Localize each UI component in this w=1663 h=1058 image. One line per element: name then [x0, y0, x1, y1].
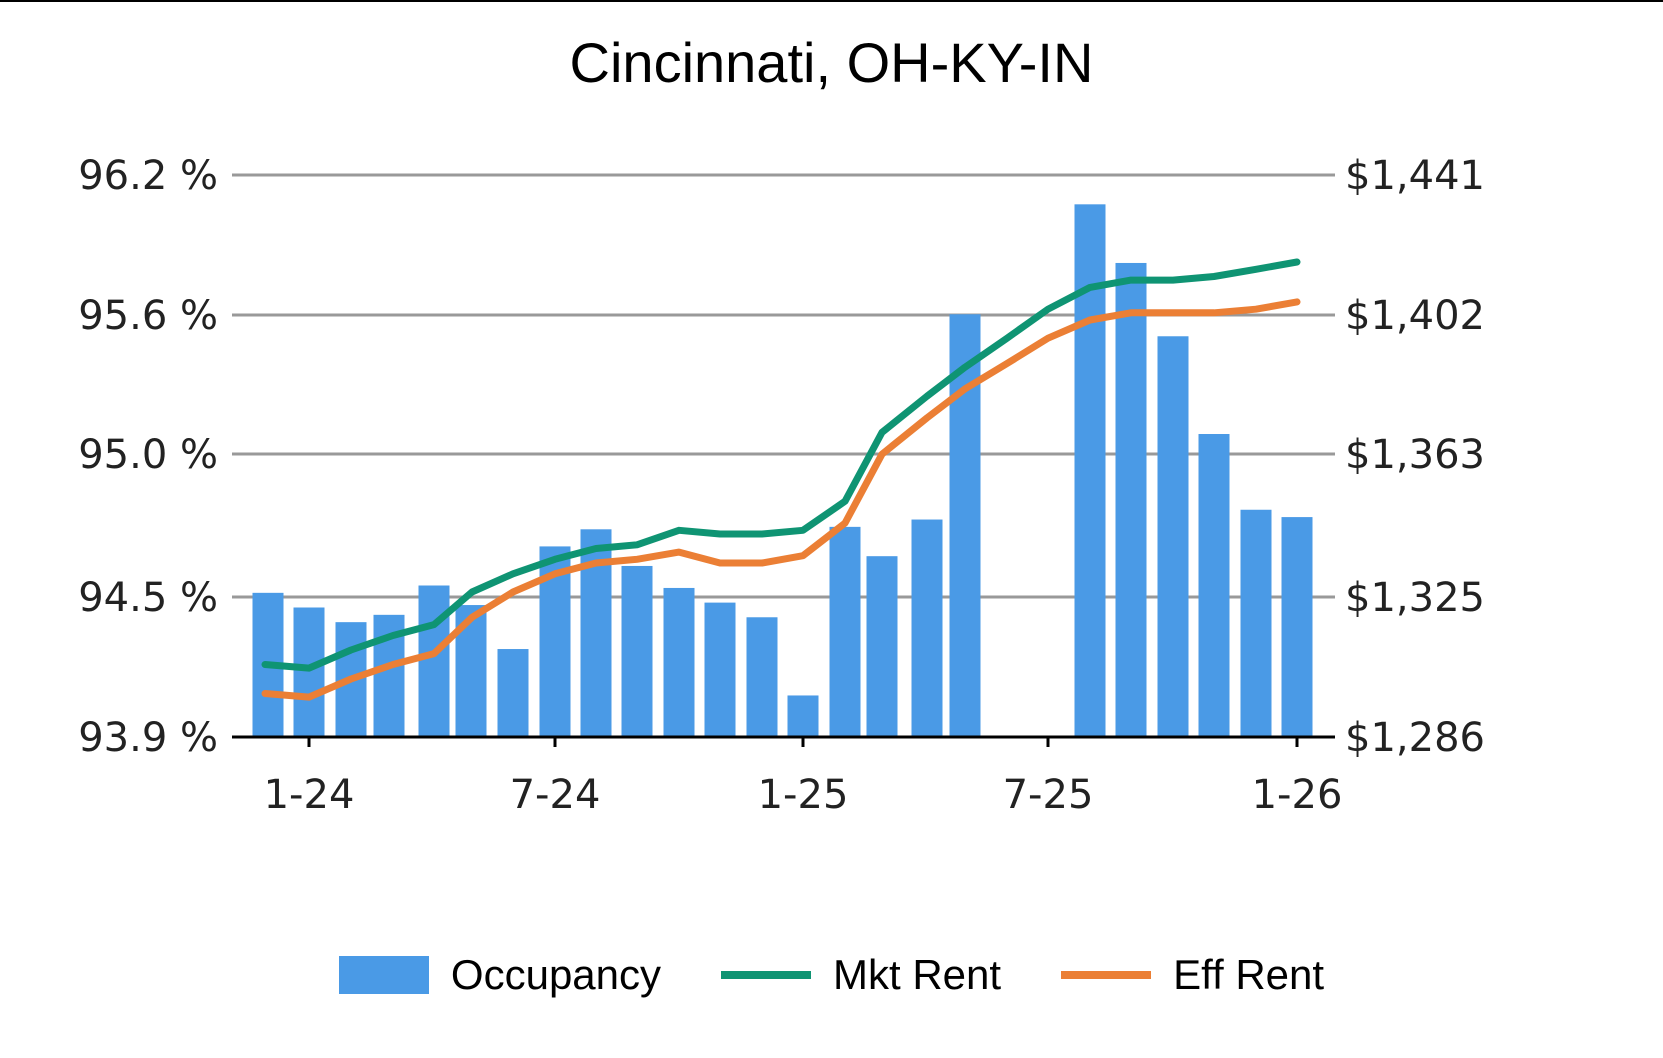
legend-label-eff-rent: Eff Rent [1173, 951, 1325, 998]
occupancy-bar [663, 587, 695, 737]
right-axis-tick-label: $1,441 [1345, 153, 1485, 199]
x-axis-tick-label: 1-24 [264, 772, 355, 818]
mkt-rent-swatch [721, 971, 812, 979]
rent-lines [261, 258, 1301, 701]
left-axis-tick-label: 96.2 % [78, 153, 218, 199]
x-axis-tick-label: 7-25 [1003, 772, 1094, 818]
occupancy-bar [1240, 509, 1272, 737]
occupancy-bar [911, 519, 943, 737]
right-axis-tick-label: $1,325 [1345, 575, 1485, 621]
legend-item-occupancy: Occupancy [338, 951, 662, 999]
occupancy-bar [829, 526, 861, 737]
left-axis-tick-label: 94.5 % [78, 575, 218, 621]
x-axis-tick-label: 1-25 [758, 772, 849, 818]
legend-label-mkt-rent: Mkt Rent [833, 951, 1002, 998]
left-axis-tick-label: 93.9 % [78, 715, 218, 761]
occupancy-bar [866, 556, 898, 737]
left-axis-tick-label: 95.0 % [78, 432, 218, 478]
mkt-rent-line [261, 258, 1301, 672]
occupancy-bar [293, 607, 325, 737]
axis-labels: 96.2 % 95.6 % 95.0 % 94.5 % 93.9 % $1,441 $1,4… [78, 153, 1485, 818]
occupancy-bar [1281, 517, 1313, 737]
right-axis-tick-label: $1,363 [1345, 432, 1485, 478]
occupancy-swatch [338, 956, 429, 994]
occupancy-bar [704, 602, 736, 737]
top-border [0, 0, 1663, 2]
eff-rent-line [261, 298, 1301, 701]
x-axis-tick-label: 1-26 [1252, 772, 1343, 818]
right-axis-tick-label: $1,402 [1345, 293, 1485, 339]
legend: Occupancy Mkt Rent Eff Rent [0, 940, 1663, 1010]
occupancy-bar [1198, 434, 1230, 737]
chart-title: Cincinnati, OH-KY-IN [569, 31, 1094, 94]
occupancy-bar [621, 565, 653, 737]
legend-item-eff-rent: Eff Rent [1061, 951, 1324, 999]
occupancy-bar [1115, 262, 1147, 737]
right-axis-tick-label: $1,286 [1345, 715, 1485, 761]
x-axis-tick-label: 7-24 [510, 772, 601, 818]
legend-label-occupancy: Occupancy [450, 951, 662, 998]
eff-rent-swatch [1061, 971, 1152, 979]
legend-item-mkt-rent: Mkt Rent [721, 951, 1001, 999]
occupancy-bar [497, 649, 529, 737]
occupancy-bar [746, 617, 778, 737]
occupancy-bars [252, 204, 1313, 738]
left-axis-tick-label: 95.6 % [78, 293, 218, 339]
axes [232, 735, 1335, 747]
occupancy-bar [787, 695, 819, 737]
occupancy-bar [418, 585, 450, 737]
occupancy-bar [1157, 336, 1189, 737]
